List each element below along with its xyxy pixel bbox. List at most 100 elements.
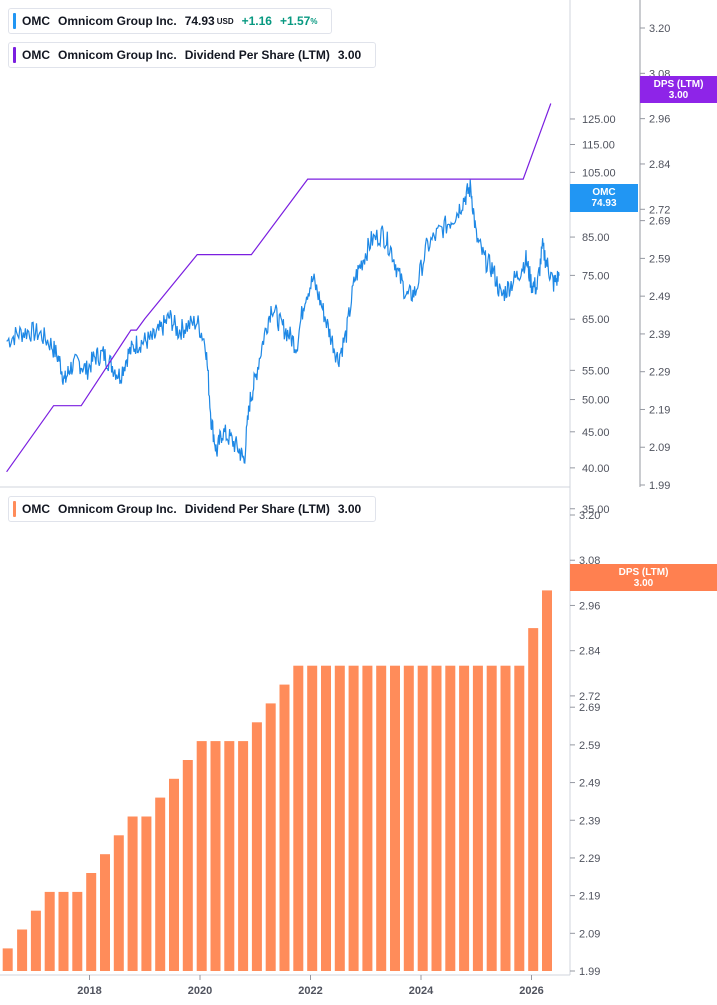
legend-metric-value: 3.00: [337, 502, 362, 516]
year-tick-label: 2020: [188, 985, 212, 997]
dps-bar: [334, 665, 345, 971]
dps-label-name: DPS (LTM): [618, 566, 669, 578]
dps-line: [6, 103, 552, 473]
dps-bar: [2, 948, 13, 971]
dps-bar: [528, 628, 539, 971]
legend-color-marker: [13, 13, 16, 29]
dps-tick-label-bottom: 2.69: [579, 702, 600, 714]
price-tick-label: 55.00: [582, 365, 610, 377]
year-tick-label: 2018: [77, 985, 101, 997]
dps-bar: [445, 665, 456, 971]
dps-bar: [251, 722, 262, 971]
dps-tick-label-bottom: 2.72: [579, 691, 600, 703]
legend-metric-name: Dividend Per Share (LTM): [184, 48, 330, 62]
price-tick-label: 40.00: [582, 463, 610, 475]
dps-bar: [279, 684, 290, 971]
dps-bar: [417, 665, 428, 971]
dps-legend-bottom[interactable]: OMC Omnicom Group Inc. Dividend Per Shar…: [8, 496, 377, 522]
legend-symbol: OMC: [22, 502, 50, 516]
dps-tick-label-top: 2.49: [649, 291, 670, 303]
legend-pct-unit: %: [310, 16, 318, 26]
dps-tick-label-top: 3.20: [649, 23, 670, 35]
dps-bar: [390, 665, 400, 971]
dps-bar: [376, 665, 387, 971]
dps-bar: [238, 741, 249, 971]
dps-bar: [321, 665, 331, 971]
dps-bar: [472, 665, 483, 971]
dps-bar: [403, 665, 414, 971]
dps-label-value: 3.00: [633, 577, 654, 589]
legend-color-marker: [13, 501, 16, 517]
price-tick-label: 85.00: [582, 232, 610, 244]
price-tick-label: 45.00: [582, 427, 610, 439]
price-tick-label: 50.00: [582, 395, 610, 407]
price-tick-label: 35.00: [582, 504, 610, 516]
price-legend[interactable]: OMC Omnicom Group Inc. 74.93 USD +1.16 +…: [8, 8, 333, 34]
dps-tick-label-top: 2.09: [649, 442, 670, 454]
dps-bar: [500, 665, 511, 971]
dps-bar: [459, 665, 470, 971]
dps-tick-label-bottom: 2.59: [579, 740, 600, 752]
dps-tick-label-bottom: 2.39: [579, 815, 600, 827]
dps-bar: [155, 797, 166, 971]
dps-bar: [514, 665, 525, 971]
price-label-symbol: OMC: [592, 187, 616, 198]
legend-symbol: OMC: [22, 14, 50, 28]
dps-bar: [486, 665, 497, 971]
dps-bar: [86, 873, 97, 971]
dps-bar: [265, 703, 276, 971]
legend-symbol: OMC: [22, 48, 50, 62]
legend-price-change: +1.16: [241, 14, 272, 28]
dps-legend-top[interactable]: OMC Omnicom Group Inc. Dividend Per Shar…: [8, 42, 377, 68]
dps-bar: [113, 835, 124, 971]
price-tick-label: 105.00: [582, 167, 616, 179]
price-tick-label: 65.00: [582, 314, 610, 326]
price-label-value: 74.93: [591, 198, 617, 209]
price-axis-label: OMC 74.93: [570, 184, 638, 212]
dps-bar: [196, 741, 207, 971]
dps-bar: [182, 760, 193, 971]
legend-metric-name: Dividend Per Share (LTM): [184, 502, 330, 516]
dps-tick-label-top: 1.99: [649, 480, 670, 492]
dps-bar: [307, 665, 318, 971]
legend-price-change-pct: +1.57: [279, 14, 311, 28]
dps-label-value: 3.00: [668, 89, 689, 101]
price-tick-label: 125.00: [582, 114, 616, 126]
dps-tick-label-top: 2.69: [649, 216, 670, 228]
dps-label-name: DPS (LTM): [653, 78, 704, 90]
price-tick-label: 75.00: [582, 270, 610, 282]
dps-bar: [44, 891, 55, 971]
year-tick-label: 2024: [409, 985, 434, 997]
dps-bar: [30, 910, 41, 971]
legend-metric-value: 3.00: [337, 48, 362, 62]
dps-bar: [17, 929, 28, 971]
dps-tick-label-top: 2.59: [649, 253, 670, 265]
legend-color-marker: [13, 47, 16, 63]
dps-bar: [293, 665, 304, 971]
dps-tick-label-bottom: 2.19: [579, 891, 600, 903]
dps-tick-label-top: 2.29: [649, 367, 670, 379]
dps-axis-label-bottom: DPS (LTM) 3.00: [570, 564, 717, 591]
year-tick-label: 2026: [519, 985, 543, 997]
dps-bar: [127, 816, 138, 971]
dps-tick-label-bottom: 2.09: [579, 928, 600, 940]
dps-tick-label-bottom: 2.84: [579, 646, 600, 658]
dps-tick-label-bottom: 2.29: [579, 853, 600, 865]
dps-tick-label-bottom: 3.20: [579, 510, 600, 522]
price-tick-label: 115.00: [582, 140, 615, 152]
dps-bar: [58, 891, 69, 971]
dps-tick-label-bottom: 2.49: [579, 778, 600, 790]
legend-currency: USD: [216, 16, 234, 26]
dps-bar: [72, 891, 83, 971]
dps-bar: [542, 590, 552, 971]
dps-tick-label-top: 2.84: [649, 159, 670, 171]
dps-bar: [348, 665, 359, 971]
legend-company-name: Omnicom Group Inc.: [58, 48, 177, 62]
dps-tick-label-top: 2.19: [649, 404, 670, 416]
price-line: [6, 179, 560, 464]
dps-tick-label-bottom: 1.99: [579, 966, 600, 978]
dps-bar: [100, 854, 110, 971]
year-tick-label: 2022: [298, 985, 322, 997]
dps-bar: [431, 665, 442, 971]
